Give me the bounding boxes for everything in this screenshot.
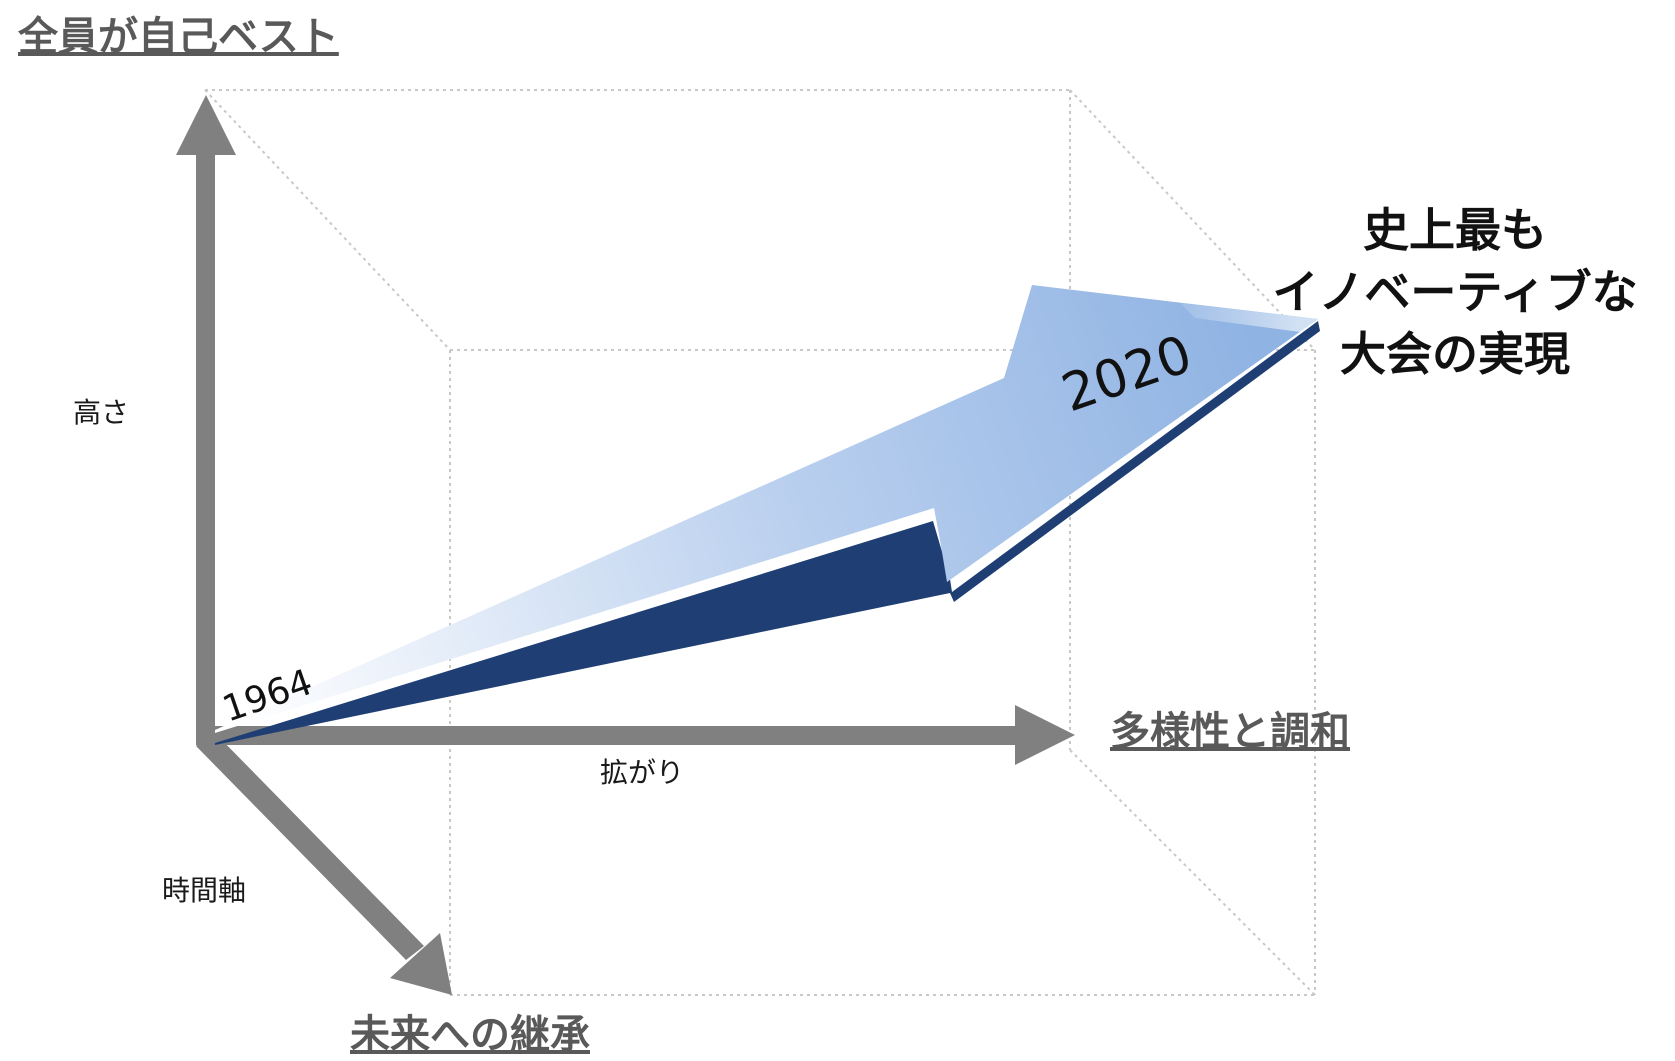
goal-line-2: イノベーティブな (1272, 265, 1637, 319)
horizontal-axis-label: 拡がり (600, 756, 684, 789)
vertical-axis-label: 高さ (73, 396, 129, 429)
depth-axis-title: 未来への継承 (350, 1012, 590, 1058)
progress-arrow-tip-highlight (1180, 303, 1318, 332)
progress-arrow (215, 285, 1320, 745)
depth-axis-label: 時間軸 (162, 874, 246, 907)
vertical-axis-arrow (176, 95, 236, 744)
horizontal-axis-arrow (196, 705, 1075, 765)
vertical-axis-title: 全員が自己ベスト (17, 14, 339, 60)
vertical-axis-shaft (196, 152, 215, 744)
goal-line-3: 大会の実現 (1340, 327, 1570, 381)
progress-arrow-body (215, 285, 1318, 733)
horizontal-axis-shaft (196, 726, 1020, 745)
horizontal-axis-title: 多様性と調和 (1110, 709, 1350, 755)
vertical-axis-head (176, 95, 236, 155)
cube-edge-depth-bottom-right (1069, 749, 1316, 996)
depth-axis-arrow (196, 732, 452, 995)
depth-axis-shaft (196, 732, 424, 960)
depth-axis-head (390, 933, 452, 995)
horizontal-axis-head (1015, 705, 1075, 765)
goal-line-1: 史上最も (1363, 203, 1547, 257)
cube-edge-depth-top-left (204, 89, 451, 351)
